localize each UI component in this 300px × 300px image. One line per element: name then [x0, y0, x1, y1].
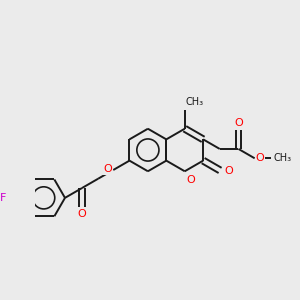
Text: O: O	[186, 175, 195, 184]
Text: CH₃: CH₃	[273, 153, 292, 163]
Text: O: O	[103, 164, 112, 174]
Text: F: F	[0, 193, 6, 203]
Text: O: O	[234, 118, 243, 128]
Text: O: O	[256, 153, 264, 163]
Text: O: O	[78, 209, 86, 219]
Text: O: O	[224, 166, 233, 176]
Text: CH₃: CH₃	[186, 97, 204, 107]
